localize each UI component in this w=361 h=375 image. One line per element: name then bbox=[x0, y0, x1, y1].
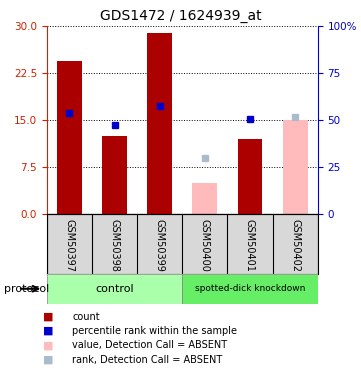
Text: ■: ■ bbox=[43, 340, 54, 350]
Bar bbox=[47, 274, 182, 304]
Bar bbox=[283, 120, 308, 214]
Text: GSM50398: GSM50398 bbox=[110, 219, 119, 272]
Bar bbox=[182, 274, 318, 304]
Bar bbox=[238, 139, 262, 214]
Text: GSM50399: GSM50399 bbox=[155, 219, 165, 272]
Text: value, Detection Call = ABSENT: value, Detection Call = ABSENT bbox=[72, 340, 227, 350]
Text: GDS1472 / 1624939_at: GDS1472 / 1624939_at bbox=[100, 9, 261, 23]
Text: rank, Detection Call = ABSENT: rank, Detection Call = ABSENT bbox=[72, 355, 222, 364]
Bar bbox=[147, 33, 172, 214]
Text: GSM50397: GSM50397 bbox=[65, 219, 74, 272]
Text: ■: ■ bbox=[43, 326, 54, 336]
Text: control: control bbox=[95, 284, 134, 294]
Text: ■: ■ bbox=[43, 355, 54, 364]
Bar bbox=[102, 136, 127, 214]
Text: count: count bbox=[72, 312, 100, 322]
Text: GSM50402: GSM50402 bbox=[290, 219, 300, 272]
Bar bbox=[192, 183, 217, 214]
Text: percentile rank within the sample: percentile rank within the sample bbox=[72, 326, 237, 336]
Text: spotted-dick knockdown: spotted-dick knockdown bbox=[195, 284, 305, 293]
Text: GSM50401: GSM50401 bbox=[245, 219, 255, 272]
Text: GSM50400: GSM50400 bbox=[200, 219, 210, 272]
Text: ■: ■ bbox=[43, 312, 54, 322]
Bar bbox=[57, 61, 82, 214]
Text: protocol: protocol bbox=[4, 284, 49, 294]
